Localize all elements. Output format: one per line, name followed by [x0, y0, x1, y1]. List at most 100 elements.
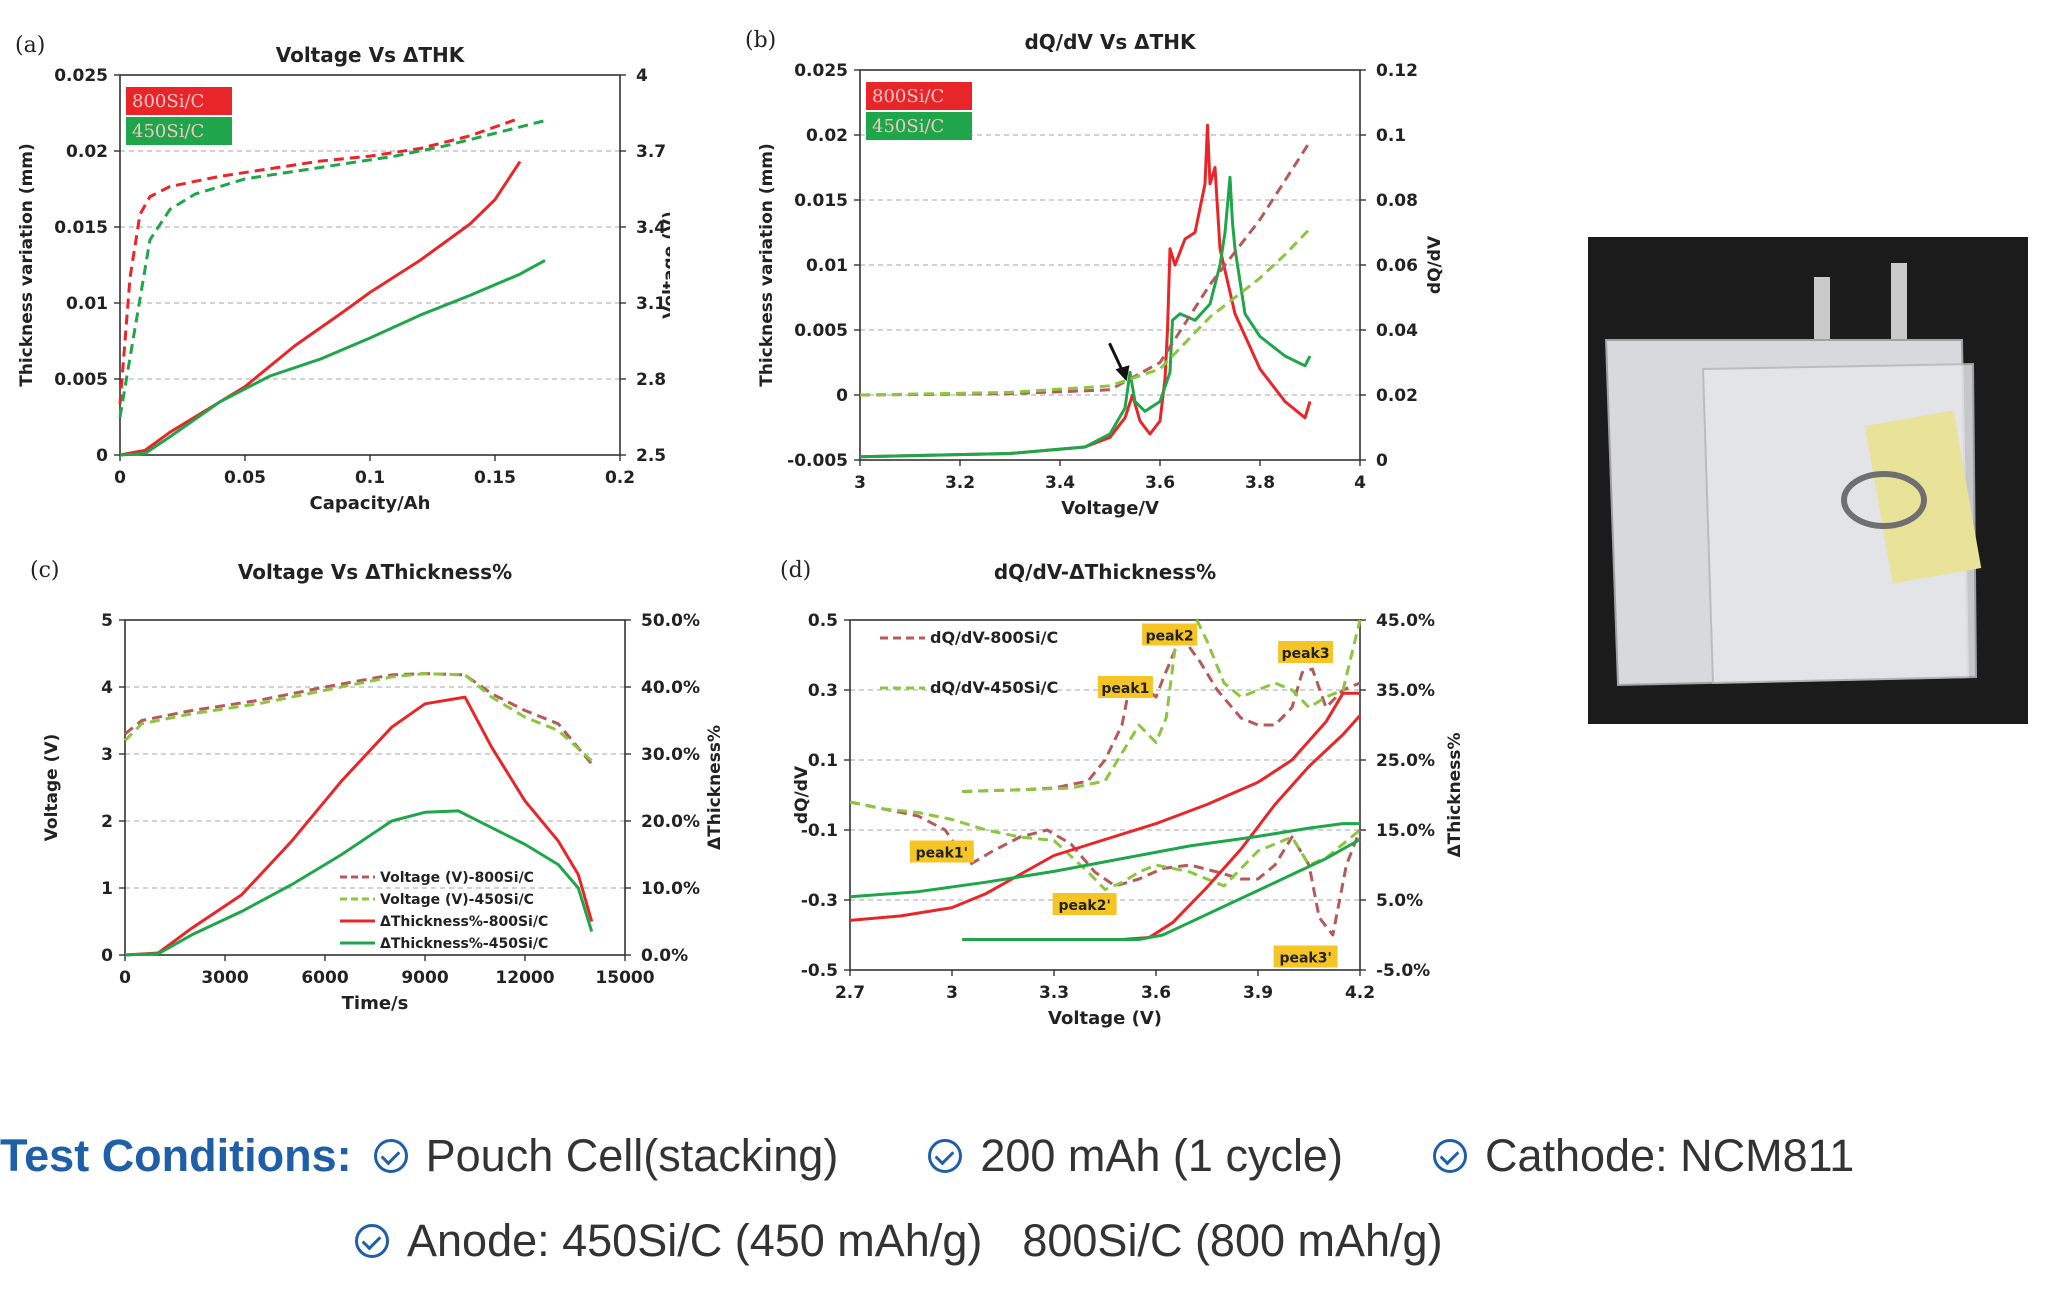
- series-line-7: [849, 822, 1360, 899]
- x-tick-label: 4.2: [1345, 983, 1375, 1003]
- x-tick-label: 0.1: [355, 468, 385, 488]
- y-tick-label: 0.025: [794, 61, 848, 81]
- y2-tick-label: 15.0%: [1376, 821, 1435, 841]
- peak-label-bg: [1273, 945, 1338, 968]
- y2-axis-label: Voltage (V): [660, 211, 670, 319]
- legend-swatch: [866, 112, 972, 140]
- x-axis-label: Capacity/Ah: [310, 493, 431, 514]
- series-line-2: [118, 116, 521, 405]
- peak-label-bg: [1052, 893, 1117, 915]
- peak-label: peak2: [1146, 629, 1194, 645]
- chart-b-dqdv-vs-thk: (b) dQ/dV Vs ΔTHK 3 3.2 3.4 3.6 3.8 4 -0.005 0 0.0…: [745, 28, 1445, 519]
- y2-tick-label: 50.0%: [641, 611, 700, 631]
- y-tick-label: 3: [101, 745, 113, 765]
- legend-label: ΔThickness%-800Si/C: [380, 914, 548, 930]
- peak-label-bg: [1097, 676, 1153, 698]
- x-axis-label: Voltage (V): [1048, 1008, 1162, 1029]
- x-tick-label: 3.6: [1141, 983, 1171, 1003]
- condition-text: Cathode: NCM811: [1484, 1130, 1855, 1181]
- y2-tick-label: 2.5: [636, 446, 666, 466]
- condition-text: 200 mAh (1 cycle): [980, 1130, 1343, 1181]
- y-tick-label: 0.01: [66, 294, 108, 314]
- y-tick-label: 0: [836, 386, 848, 406]
- x-axis-label: Voltage/V: [1061, 498, 1159, 519]
- y2-tick-label: 3.1: [636, 294, 666, 314]
- y2-tick-label: 0.06: [1376, 256, 1418, 276]
- series-line-1: [119, 259, 546, 457]
- peak-label-bg: [1142, 623, 1198, 646]
- y-axis-label: Voltage (V): [42, 734, 62, 842]
- legend-swatch: [126, 117, 232, 145]
- chart-title: Voltage Vs ΔTHK: [276, 43, 466, 67]
- y2-tick-label: 20.0%: [641, 812, 700, 832]
- y2-tick-label: 10.0%: [641, 879, 700, 899]
- x-tick-label: 3.6: [1145, 473, 1175, 493]
- y2-tick-label: 0.12: [1376, 61, 1418, 81]
- condition-item: Cathode: NCM811: [1432, 1130, 1855, 1182]
- chart-title: dQ/dV Vs ΔTHK: [1024, 30, 1197, 54]
- legend-label: 800Si/C: [132, 91, 204, 112]
- series-line-2: [859, 140, 1312, 397]
- legend-label: dQ/dV-800Si/C: [930, 628, 1058, 647]
- y2-tick-label: 0.08: [1376, 191, 1418, 211]
- series-line-1: [859, 175, 1312, 459]
- peak-label-bg: [1278, 641, 1334, 663]
- y2-axis-label: dQ/dV: [1425, 235, 1445, 294]
- y2-tick-label: 4: [636, 66, 648, 86]
- x-tick-label: 3.8: [1245, 473, 1275, 493]
- series-line-1: [123, 672, 593, 762]
- y2-tick-label: 45.0%: [1376, 611, 1435, 631]
- x-tick-label: 3.4: [1045, 473, 1075, 493]
- condition-item: 200 mAh (1 cycle): [928, 1130, 1343, 1182]
- y-tick-label: -0.005: [787, 451, 848, 471]
- legend-label: 450Si/C: [132, 121, 204, 142]
- series-line-0: [859, 123, 1312, 459]
- check-circle-icon: [1432, 1139, 1467, 1173]
- y2-tick-label: 0.04: [1376, 321, 1418, 341]
- y-tick-label: -0.5: [801, 961, 838, 981]
- y2-tick-label: 5.0%: [1376, 891, 1423, 911]
- condition-item: Anode: 450Si/C (450 mAh/g): [355, 1215, 982, 1267]
- y-axis-label: dQ/dV: [792, 765, 812, 824]
- y-tick-label: 0.1: [808, 751, 838, 771]
- y-tick-label: 0.015: [794, 191, 848, 211]
- legend-label: dQ/dV-450Si/C: [930, 678, 1058, 697]
- x-tick-label: 0: [119, 968, 131, 988]
- legend-label: 450Si/C: [872, 116, 944, 137]
- x-tick-label: 0.15: [474, 468, 516, 488]
- x-tick-label: 2.7: [835, 983, 865, 1003]
- chart-title: dQ/dV-ΔThickness%: [994, 560, 1216, 584]
- y-tick-label: 0: [96, 446, 108, 466]
- y-tick-label: 0.02: [66, 142, 108, 162]
- y-tick-label: 1: [101, 879, 113, 899]
- legend-swatch: [866, 82, 972, 110]
- condition-item: Pouch Cell(stacking): [373, 1130, 838, 1182]
- x-tick-label: 4: [1354, 473, 1366, 493]
- y2-tick-label: 0: [1376, 451, 1388, 471]
- y-tick-label: 0.5: [808, 611, 838, 631]
- x-tick-label: 3.2: [945, 473, 975, 493]
- series-line-2: [124, 695, 594, 957]
- y-axis-label: Thickness variation (mm): [757, 143, 777, 387]
- peak-label-bg: [909, 840, 974, 863]
- series-line-0: [119, 160, 522, 457]
- y-tick-label: 5: [101, 611, 113, 631]
- y2-axis-label: ΔThickness%: [1445, 733, 1465, 858]
- pouch-cell-photo: [1588, 237, 2028, 724]
- test-conditions: Test Conditions: Pouch Cell(stacking) 20…: [0, 1120, 2048, 1290]
- chart-title: Voltage Vs ΔThickness%: [238, 560, 512, 584]
- y2-tick-label: 40.0%: [641, 678, 700, 698]
- y2-tick-label: -5.0%: [1376, 961, 1430, 981]
- y-tick-label: 0.3: [808, 681, 838, 701]
- y2-tick-label: 2.8: [636, 370, 666, 390]
- y2-tick-label: 30.0%: [641, 745, 700, 765]
- series-line-5: [962, 838, 1361, 941]
- plot-frame: [849, 619, 1361, 971]
- y2-tick-label: 0.1: [1376, 126, 1406, 146]
- series-line-1: [962, 618, 1362, 793]
- x-tick-label: 3: [854, 473, 866, 493]
- x-tick-label: 3.3: [1039, 983, 1069, 1003]
- panel-label: (d): [780, 558, 811, 583]
- y-tick-label: 4: [101, 678, 113, 698]
- panel-label: (a): [15, 33, 45, 58]
